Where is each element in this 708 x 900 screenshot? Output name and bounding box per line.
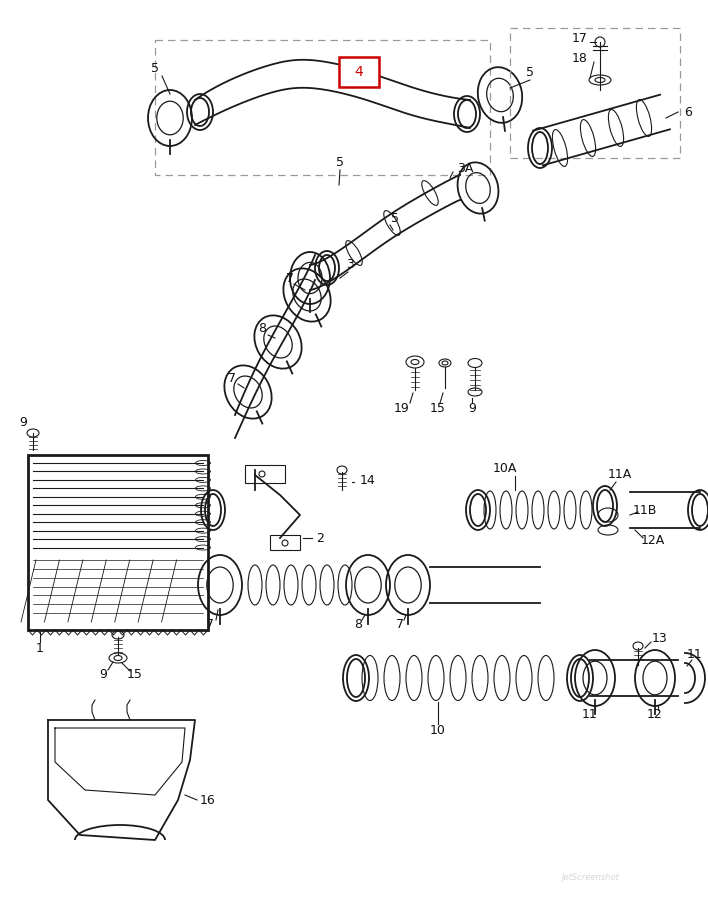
Text: 6: 6 xyxy=(684,105,692,119)
Text: 11A: 11A xyxy=(608,469,632,482)
Text: 10: 10 xyxy=(430,724,446,736)
Text: 18: 18 xyxy=(572,51,588,65)
Text: 15: 15 xyxy=(127,669,143,681)
Text: 10A: 10A xyxy=(493,462,517,474)
Text: JetScreenshot: JetScreenshot xyxy=(561,874,619,883)
Text: 16: 16 xyxy=(200,794,216,806)
Bar xyxy=(510,28,680,158)
Text: 7: 7 xyxy=(286,272,294,284)
Bar xyxy=(245,465,285,483)
Text: 13: 13 xyxy=(652,632,668,644)
Bar xyxy=(270,535,300,550)
Text: 15: 15 xyxy=(430,401,446,415)
Text: 12: 12 xyxy=(647,708,663,722)
Text: 7: 7 xyxy=(396,618,404,632)
Bar xyxy=(155,40,490,175)
Text: 11: 11 xyxy=(582,708,598,722)
Text: 11: 11 xyxy=(687,649,703,662)
Text: 9: 9 xyxy=(99,669,107,681)
Text: 5: 5 xyxy=(526,66,534,78)
Text: 1: 1 xyxy=(36,642,44,654)
Text: 2: 2 xyxy=(316,532,324,544)
Bar xyxy=(28,455,208,630)
Text: 9: 9 xyxy=(468,401,476,415)
Text: 5: 5 xyxy=(336,156,344,168)
Text: 3: 3 xyxy=(346,258,354,272)
Text: 12A: 12A xyxy=(641,534,665,546)
Text: 7: 7 xyxy=(206,618,214,632)
Text: 8: 8 xyxy=(258,321,266,335)
Text: 17: 17 xyxy=(572,32,588,44)
Text: 11B: 11B xyxy=(633,503,657,517)
Text: 7: 7 xyxy=(228,372,236,384)
Text: 4: 4 xyxy=(355,65,363,79)
Text: 9: 9 xyxy=(19,417,27,429)
Text: 14: 14 xyxy=(360,473,376,487)
FancyBboxPatch shape xyxy=(339,57,379,87)
Text: 8: 8 xyxy=(354,618,362,632)
Text: 3A: 3A xyxy=(457,161,473,175)
Text: 19: 19 xyxy=(394,401,410,415)
Text: 5: 5 xyxy=(391,212,399,224)
Text: 5: 5 xyxy=(151,61,159,75)
